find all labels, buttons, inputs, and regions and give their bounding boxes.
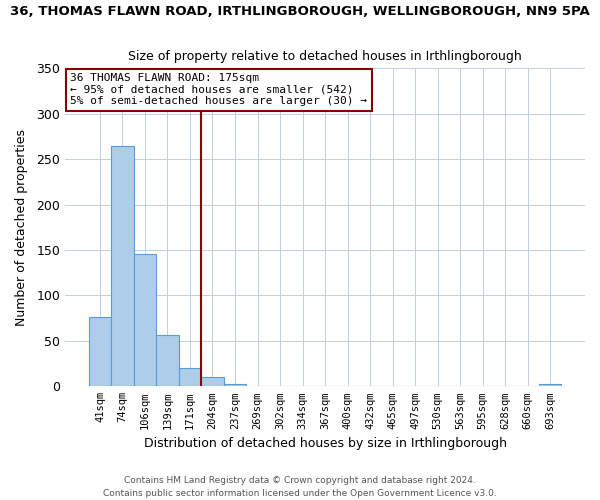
Bar <box>539 384 562 386</box>
Bar <box>134 254 156 386</box>
Text: 36 THOMAS FLAWN ROAD: 175sqm
← 95% of detached houses are smaller (542)
5% of se: 36 THOMAS FLAWN ROAD: 175sqm ← 95% of de… <box>70 73 367 106</box>
Bar <box>224 384 246 386</box>
Title: Size of property relative to detached houses in Irthlingborough: Size of property relative to detached ho… <box>128 50 522 63</box>
Text: 36, THOMAS FLAWN ROAD, IRTHLINGBOROUGH, WELLINGBOROUGH, NN9 5PA: 36, THOMAS FLAWN ROAD, IRTHLINGBOROUGH, … <box>10 5 590 18</box>
X-axis label: Distribution of detached houses by size in Irthlingborough: Distribution of detached houses by size … <box>143 437 506 450</box>
Bar <box>111 146 134 386</box>
Bar <box>179 368 201 386</box>
Bar <box>156 334 179 386</box>
Text: Contains HM Land Registry data © Crown copyright and database right 2024.
Contai: Contains HM Land Registry data © Crown c… <box>103 476 497 498</box>
Bar <box>201 377 224 386</box>
Bar <box>89 318 111 386</box>
Y-axis label: Number of detached properties: Number of detached properties <box>15 129 28 326</box>
